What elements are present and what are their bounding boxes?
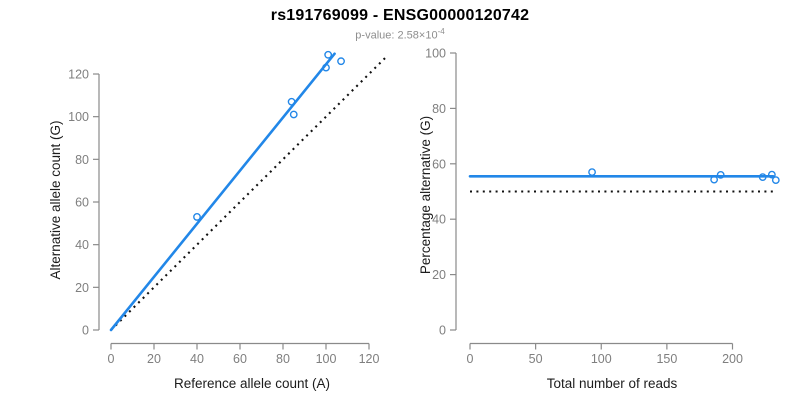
x-tick-label: 20 [147, 352, 161, 366]
y-tick-label: 0 [82, 324, 89, 338]
y-tick-label: 20 [432, 268, 446, 282]
data-points [193, 50, 345, 221]
y-tick-label: 40 [432, 213, 446, 227]
pvalue-base: p-value: 2.58×10 [355, 29, 438, 42]
y-tick-label: 60 [432, 157, 446, 171]
data-points [588, 168, 780, 185]
data-point [716, 170, 725, 179]
x-tick-label: 100 [591, 352, 612, 366]
data-point [758, 173, 767, 181]
data-point [289, 110, 298, 119]
y-tick-label: 40 [75, 238, 89, 252]
data-point [710, 175, 719, 184]
y-tick-label: 100 [68, 110, 89, 124]
y-tick-label: 80 [75, 153, 89, 167]
x-tick-label: 200 [722, 352, 743, 366]
figure-title: rs191769099 - ENSG00000120742 [270, 7, 530, 24]
x-tick-label: 150 [656, 352, 677, 366]
right-scatter-percentage: 0 50 100 150 200 0 20 40 60 80 100 Total number of … [418, 47, 780, 391]
data-point [337, 57, 345, 66]
pvalue-exponent: -4 [437, 27, 445, 36]
y-axis: 0 20 40 60 80 100 120 [68, 68, 100, 338]
pvalue-subtitle: p-value: 2.58×10-4 [0, 27, 800, 42]
data-point [193, 213, 201, 221]
x-tick-label: 0 [108, 352, 115, 366]
x-axis: 0 50 100 150 200 [467, 342, 743, 366]
x-tick-label: 60 [233, 352, 247, 366]
x-tick-label: 80 [276, 352, 290, 366]
fit-line [109, 52, 336, 332]
data-point [322, 63, 330, 72]
data-point [287, 97, 296, 106]
plot-lines [109, 52, 387, 332]
data-point [324, 50, 333, 59]
y-tick-label: 0 [439, 324, 446, 338]
y-tick-label: 120 [68, 68, 89, 82]
y-axis: 0 20 40 60 80 100 [425, 47, 457, 338]
data-point [588, 168, 596, 177]
x-tick-label: 100 [316, 352, 337, 366]
y-axis-title: Alternative allele count (G) [48, 120, 63, 279]
y-tick-label: 80 [432, 102, 446, 116]
x-axis: 0 20 40 60 80 100 120 [108, 342, 380, 366]
y-tick-label: 60 [75, 196, 89, 210]
left-scatter-allele-counts: 0 20 40 60 80 100 120 0 20 40 60 80 100 120 Reference … [48, 50, 387, 391]
y-axis-title: Percentage alternative (G) [418, 116, 433, 274]
x-tick-label: 40 [190, 352, 204, 366]
x-tick-label: 50 [529, 352, 543, 366]
y-tick-label: 20 [75, 281, 89, 295]
identity-line [110, 56, 387, 331]
x-tick-label: 120 [359, 352, 380, 366]
data-point [767, 170, 776, 179]
x-axis-title: Total number of reads [547, 376, 678, 391]
x-axis-title: Reference allele count (A) [174, 376, 330, 391]
y-tick-label: 100 [425, 47, 446, 61]
x-tick-label: 0 [467, 352, 474, 366]
data-point [771, 176, 780, 185]
plot-lines [468, 174, 775, 193]
